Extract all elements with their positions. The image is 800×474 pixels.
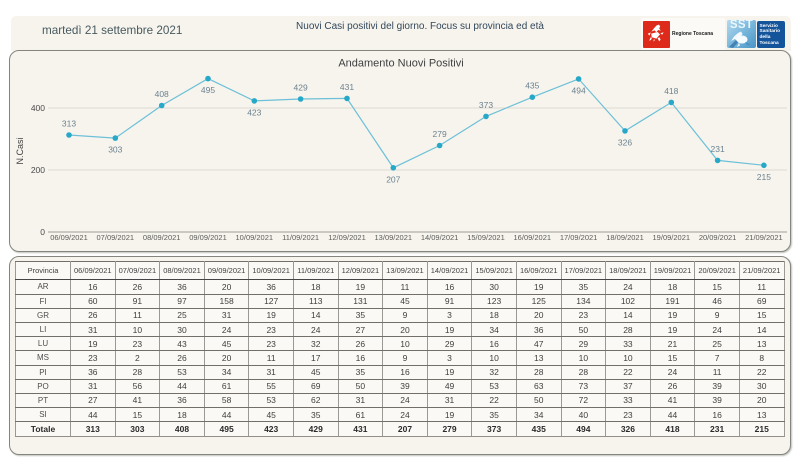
svg-text:15/09/2021: 15/09/2021 xyxy=(467,233,505,242)
svg-text:215: 215 xyxy=(757,172,771,182)
svg-text:11/09/2021: 11/09/2021 xyxy=(282,233,319,242)
svg-text:13/09/2021: 13/09/2021 xyxy=(375,233,413,242)
svg-text:09/09/2021: 09/09/2021 xyxy=(189,233,227,242)
svg-text:17/09/2021: 17/09/2021 xyxy=(560,233,598,242)
svg-text:19/09/2021: 19/09/2021 xyxy=(653,233,691,242)
svg-text:18/09/2021: 18/09/2021 xyxy=(606,233,644,242)
svg-text:326: 326 xyxy=(618,137,632,147)
svg-text:313: 313 xyxy=(62,119,76,129)
svg-text:10/09/2021: 10/09/2021 xyxy=(236,233,274,242)
svg-text:12/09/2021: 12/09/2021 xyxy=(328,233,366,242)
svg-text:08/09/2021: 08/09/2021 xyxy=(143,233,181,242)
svg-text:435: 435 xyxy=(525,81,539,91)
svg-text:16/09/2021: 16/09/2021 xyxy=(514,233,552,242)
svg-text:06/09/2021: 06/09/2021 xyxy=(50,233,88,242)
svg-text:0: 0 xyxy=(40,227,45,237)
svg-text:N.Casi: N.Casi xyxy=(15,137,25,164)
svg-text:14/09/2021: 14/09/2021 xyxy=(421,233,459,242)
svg-text:21/09/2021: 21/09/2021 xyxy=(745,233,783,242)
svg-text:279: 279 xyxy=(433,129,447,139)
svg-text:408: 408 xyxy=(155,89,169,99)
svg-text:200: 200 xyxy=(31,165,45,175)
svg-text:20/09/2021: 20/09/2021 xyxy=(699,233,737,242)
svg-text:373: 373 xyxy=(479,100,493,110)
svg-text:207: 207 xyxy=(386,174,400,184)
svg-text:400: 400 xyxy=(31,103,45,113)
svg-text:495: 495 xyxy=(201,85,215,95)
svg-text:Andamento Nuovi Positivi: Andamento Nuovi Positivi xyxy=(338,58,463,70)
svg-text:303: 303 xyxy=(108,145,122,155)
svg-text:231: 231 xyxy=(711,144,725,154)
svg-text:423: 423 xyxy=(247,107,261,117)
svg-text:494: 494 xyxy=(572,85,586,95)
svg-text:431: 431 xyxy=(340,82,354,92)
svg-text:07/09/2021: 07/09/2021 xyxy=(97,233,135,242)
svg-text:418: 418 xyxy=(664,86,678,96)
svg-text:429: 429 xyxy=(294,83,308,93)
